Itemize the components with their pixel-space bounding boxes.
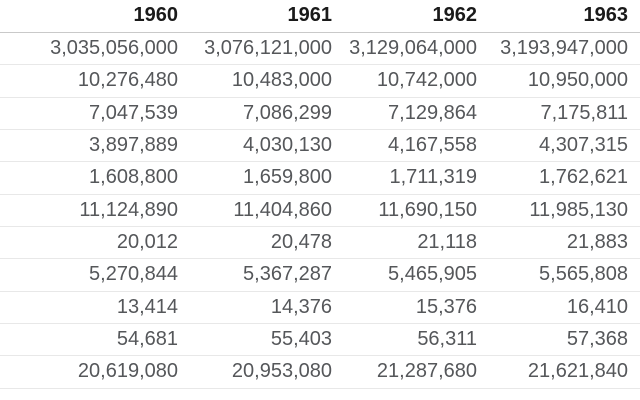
table-cell: 21,621,840 [489, 355, 640, 389]
table-cell: 11,690,150 [344, 194, 489, 227]
table-cell: 21,287,680 [344, 355, 489, 389]
table-cell: 11,404,860 [190, 194, 344, 227]
table-cell: 10,276,480 [0, 64, 190, 98]
table-cell: 1,762,621 [489, 161, 640, 195]
table-row: 1,608,800 1,659,800 1,711,319 1,762,621 [0, 161, 640, 195]
table-cell: 20,012 [0, 226, 190, 260]
table-cell: 5,565,808 [489, 258, 640, 292]
table-row: 3,035,056,000 3,076,121,000 3,129,064,000 3… [0, 32, 640, 66]
table-cell: 7,047,539 [0, 97, 190, 130]
table-cell: 4,030,130 [190, 129, 344, 163]
table-cell: 7,086,299 [190, 97, 344, 130]
column-header-1960[interactable]: 1960 [0, 0, 190, 33]
table-cell: 11,985,130 [489, 194, 640, 227]
table-cell: 55,403 [190, 323, 344, 357]
table-cell: 5,367,287 [190, 258, 344, 292]
table-header: 1960 1961 1962 1963 [0, 0, 640, 33]
table-cell: 3,129,064,000 [344, 32, 489, 66]
table-cell: 5,270,844 [0, 258, 190, 292]
table-row: 20,619,080 20,953,080 21,287,680 21,621,840 [0, 355, 640, 389]
table-row: 11,124,890 11,404,860 11,690,150 11,985,130 [0, 194, 640, 227]
table-cell: 20,619,080 [0, 355, 190, 389]
table-cell: 21,118 [344, 226, 489, 260]
table-cell: 13,414 [0, 291, 190, 324]
table-row: 3,897,889 4,030,130 4,167,558 4,307,315 [0, 129, 640, 163]
table-cell: 7,175,811 [489, 97, 640, 130]
table-cell: 10,742,000 [344, 64, 489, 98]
table-row: 54,681 55,403 56,311 57,368 [0, 323, 640, 357]
table-cell: 4,167,558 [344, 129, 489, 163]
column-header-1963[interactable]: 1963 [489, 0, 640, 33]
table-row: 10,276,480 10,483,000 10,742,000 10,950,000 [0, 64, 640, 98]
column-header-1961[interactable]: 1961 [190, 0, 344, 33]
table-cell: 14,376 [190, 291, 344, 324]
table-cell: 10,950,000 [489, 64, 640, 98]
table-cell: 5,465,905 [344, 258, 489, 292]
table-cell: 15,376 [344, 291, 489, 324]
data-table: 1960 1961 1962 1963 3,035,056,000 3,076,1… [0, 0, 640, 389]
table-cell: 10,483,000 [190, 64, 344, 98]
table-cell: 56,311 [344, 323, 489, 357]
table-cell: 54,681 [0, 323, 190, 357]
column-header-1962[interactable]: 1962 [344, 0, 489, 33]
table-row: 13,414 14,376 15,376 16,410 [0, 291, 640, 324]
table-cell: 16,410 [489, 291, 640, 324]
table-row: 20,012 20,478 21,118 21,883 [0, 226, 640, 260]
table-cell: 3,897,889 [0, 129, 190, 163]
table-cell: 20,478 [190, 226, 344, 260]
table-cell: 3,193,947,000 [489, 32, 640, 66]
table-row: 7,047,539 7,086,299 7,129,864 7,175,811 [0, 97, 640, 130]
table-cell: 57,368 [489, 323, 640, 357]
table-cell: 3,035,056,000 [0, 32, 190, 66]
table-row: 5,270,844 5,367,287 5,465,905 5,565,808 [0, 258, 640, 292]
header-row: 1960 1961 1962 1963 [0, 0, 640, 33]
table-cell: 1,608,800 [0, 161, 190, 195]
table-cell: 1,659,800 [190, 161, 344, 195]
table-cell: 4,307,315 [489, 129, 640, 163]
table-cell: 1,711,319 [344, 161, 489, 195]
table-cell: 3,076,121,000 [190, 32, 344, 66]
table-cell: 21,883 [489, 226, 640, 260]
table-cell: 7,129,864 [344, 97, 489, 130]
table-body: 3,035,056,000 3,076,121,000 3,129,064,000 3… [0, 32, 640, 389]
table-cell: 11,124,890 [0, 194, 190, 227]
table-cell: 20,953,080 [190, 355, 344, 389]
